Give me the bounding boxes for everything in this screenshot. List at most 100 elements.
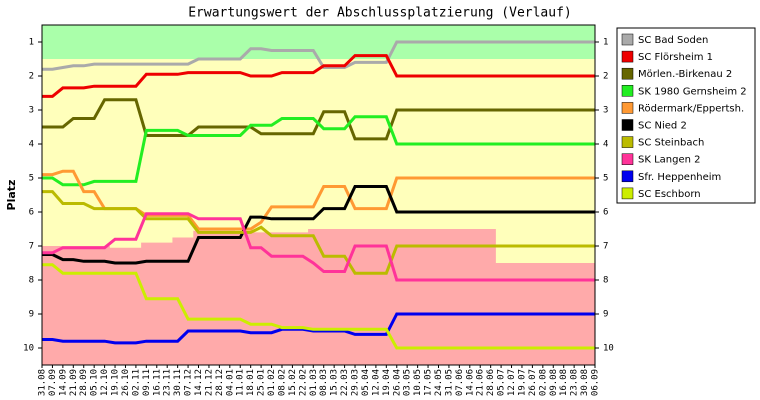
red-zone — [42, 229, 595, 365]
x-tick-label: 28.12 — [215, 369, 225, 396]
x-tick-label: 31.08 — [38, 369, 48, 396]
legend-label: SC Eschborn — [638, 189, 701, 200]
x-tick-label: 17.05 — [424, 369, 434, 396]
x-tick-label: 16.11 — [152, 369, 162, 396]
x-tick-label: 08.03 — [319, 369, 329, 396]
series-line — [42, 263, 595, 350]
series-line — [42, 312, 595, 345]
x-tick-label: 05.10 — [90, 369, 100, 396]
x-tick-label: 23.11 — [163, 369, 173, 396]
y-tick-label: 2 — [29, 72, 34, 82]
x-tick-label: 19.07 — [517, 369, 527, 396]
x-tick-label: 08.02 — [277, 369, 287, 396]
x-tick-label: 24.05 — [434, 369, 444, 396]
legend-swatch — [621, 67, 634, 80]
legend-label: SK Langen 2 — [638, 155, 701, 166]
y-axis-label: Platz — [5, 180, 18, 211]
legend-box — [616, 27, 756, 204]
x-tick-label: 09.08 — [549, 369, 559, 396]
legend-label: SC Nied 2 — [638, 121, 687, 132]
legend-swatch — [621, 153, 634, 165]
y-tick-label: 9 — [603, 310, 608, 320]
series-line — [42, 54, 595, 98]
y-tick-label: 3 — [603, 106, 608, 116]
x-tick-label: 22.02 — [298, 369, 308, 396]
legend-swatch — [621, 33, 634, 46]
x-tick-label: 23.08 — [570, 369, 580, 396]
x-tick-label: 28.06 — [486, 369, 496, 396]
y-tick-label: 2 — [603, 72, 608, 82]
series-line — [42, 115, 595, 187]
legend-label: SK 1980 Gernsheim 2 — [638, 86, 747, 97]
x-tick-label: 21.06 — [476, 369, 486, 396]
x-tick-label: 16.08 — [559, 369, 569, 396]
plot-border — [41, 24, 596, 366]
legend-swatch — [621, 187, 634, 200]
legend-label: SC Steinbach — [638, 138, 704, 149]
y-tick-label: 8 — [29, 276, 34, 286]
x-tick-label: 04.01 — [225, 369, 235, 396]
x-tick-label: 06.09 — [591, 369, 601, 396]
y-tick-label: 7 — [29, 242, 34, 252]
x-tick-label: 26.10 — [121, 369, 131, 396]
legend-swatch — [621, 136, 634, 148]
legend-label: SC Flörsheim 1 — [638, 52, 713, 63]
x-tick-label: 11.01 — [236, 369, 246, 396]
series-line — [42, 185, 595, 265]
legend-label: Mörlen.-Birkenau 2 — [638, 69, 732, 80]
x-tick-label: 21.09 — [69, 369, 79, 396]
x-tick-label: 26.07 — [528, 369, 538, 396]
series-line — [42, 40, 595, 71]
legend-label: SC Bad Soden — [638, 35, 708, 46]
x-tick-label: 14.12 — [194, 369, 204, 396]
x-tick-label: 30.08 — [580, 369, 590, 396]
x-tick-label: 03.05 — [403, 369, 413, 396]
legend-swatch — [621, 119, 634, 131]
x-tick-label: 02.11 — [131, 369, 141, 396]
y-tick-label: 4 — [603, 140, 608, 150]
x-tick-label: 28.09 — [79, 369, 89, 396]
x-tick-label: 07.06 — [455, 369, 465, 396]
x-tick-label: 12.10 — [100, 369, 110, 396]
x-tick-label: 01.03 — [309, 369, 319, 396]
x-tick-label: 15.02 — [288, 369, 298, 396]
y-tick-label: 1 — [29, 38, 34, 48]
y-tick-label: 7 — [603, 242, 608, 252]
x-tick-label: 31.05 — [444, 369, 454, 396]
x-tick-label: 07.12 — [184, 369, 194, 396]
y-tick-label: 8 — [603, 276, 608, 286]
y-tick-label: 6 — [603, 208, 608, 218]
x-tick-label: 19.10 — [111, 369, 121, 396]
x-tick-label: 29.03 — [351, 369, 361, 396]
x-tick-label: 12.04 — [371, 369, 381, 396]
x-tick-label: 01.02 — [267, 369, 277, 396]
x-tick-label: 18.01 — [246, 369, 256, 396]
y-tick-label: 4 — [29, 140, 34, 150]
y-tick-label: 10 — [23, 344, 34, 354]
x-tick-label: 26.04 — [392, 369, 402, 396]
y-tick-label: 3 — [29, 106, 34, 116]
x-tick-label: 05.07 — [497, 369, 507, 396]
legend-label: Rödermark/Eppertsh. — [638, 103, 744, 114]
legend-swatch — [621, 170, 634, 183]
y-tick-label: 5 — [603, 174, 608, 184]
x-tick-label: 22.03 — [340, 369, 350, 396]
x-tick-label: 10.05 — [413, 369, 423, 396]
series-line — [42, 190, 595, 275]
legend-swatch — [621, 85, 634, 97]
y-tick-label: 10 — [603, 344, 614, 354]
legend-swatch — [621, 50, 634, 63]
x-tick-label: 02.08 — [538, 369, 548, 396]
y-tick-label: 9 — [29, 310, 34, 320]
x-tick-label: 19.04 — [382, 369, 392, 396]
legend-swatch — [621, 102, 634, 114]
x-tick-label: 14.06 — [465, 369, 475, 396]
x-tick-label: 25.01 — [257, 369, 267, 396]
x-tick-label: 12.07 — [507, 369, 517, 396]
x-tick-label: 15.03 — [330, 369, 340, 396]
series-line — [42, 212, 595, 282]
legend-label: Sfr. Heppenheim — [638, 172, 721, 183]
x-tick-label: 30.11 — [173, 369, 183, 396]
y-tick-label: 5 — [29, 174, 34, 184]
